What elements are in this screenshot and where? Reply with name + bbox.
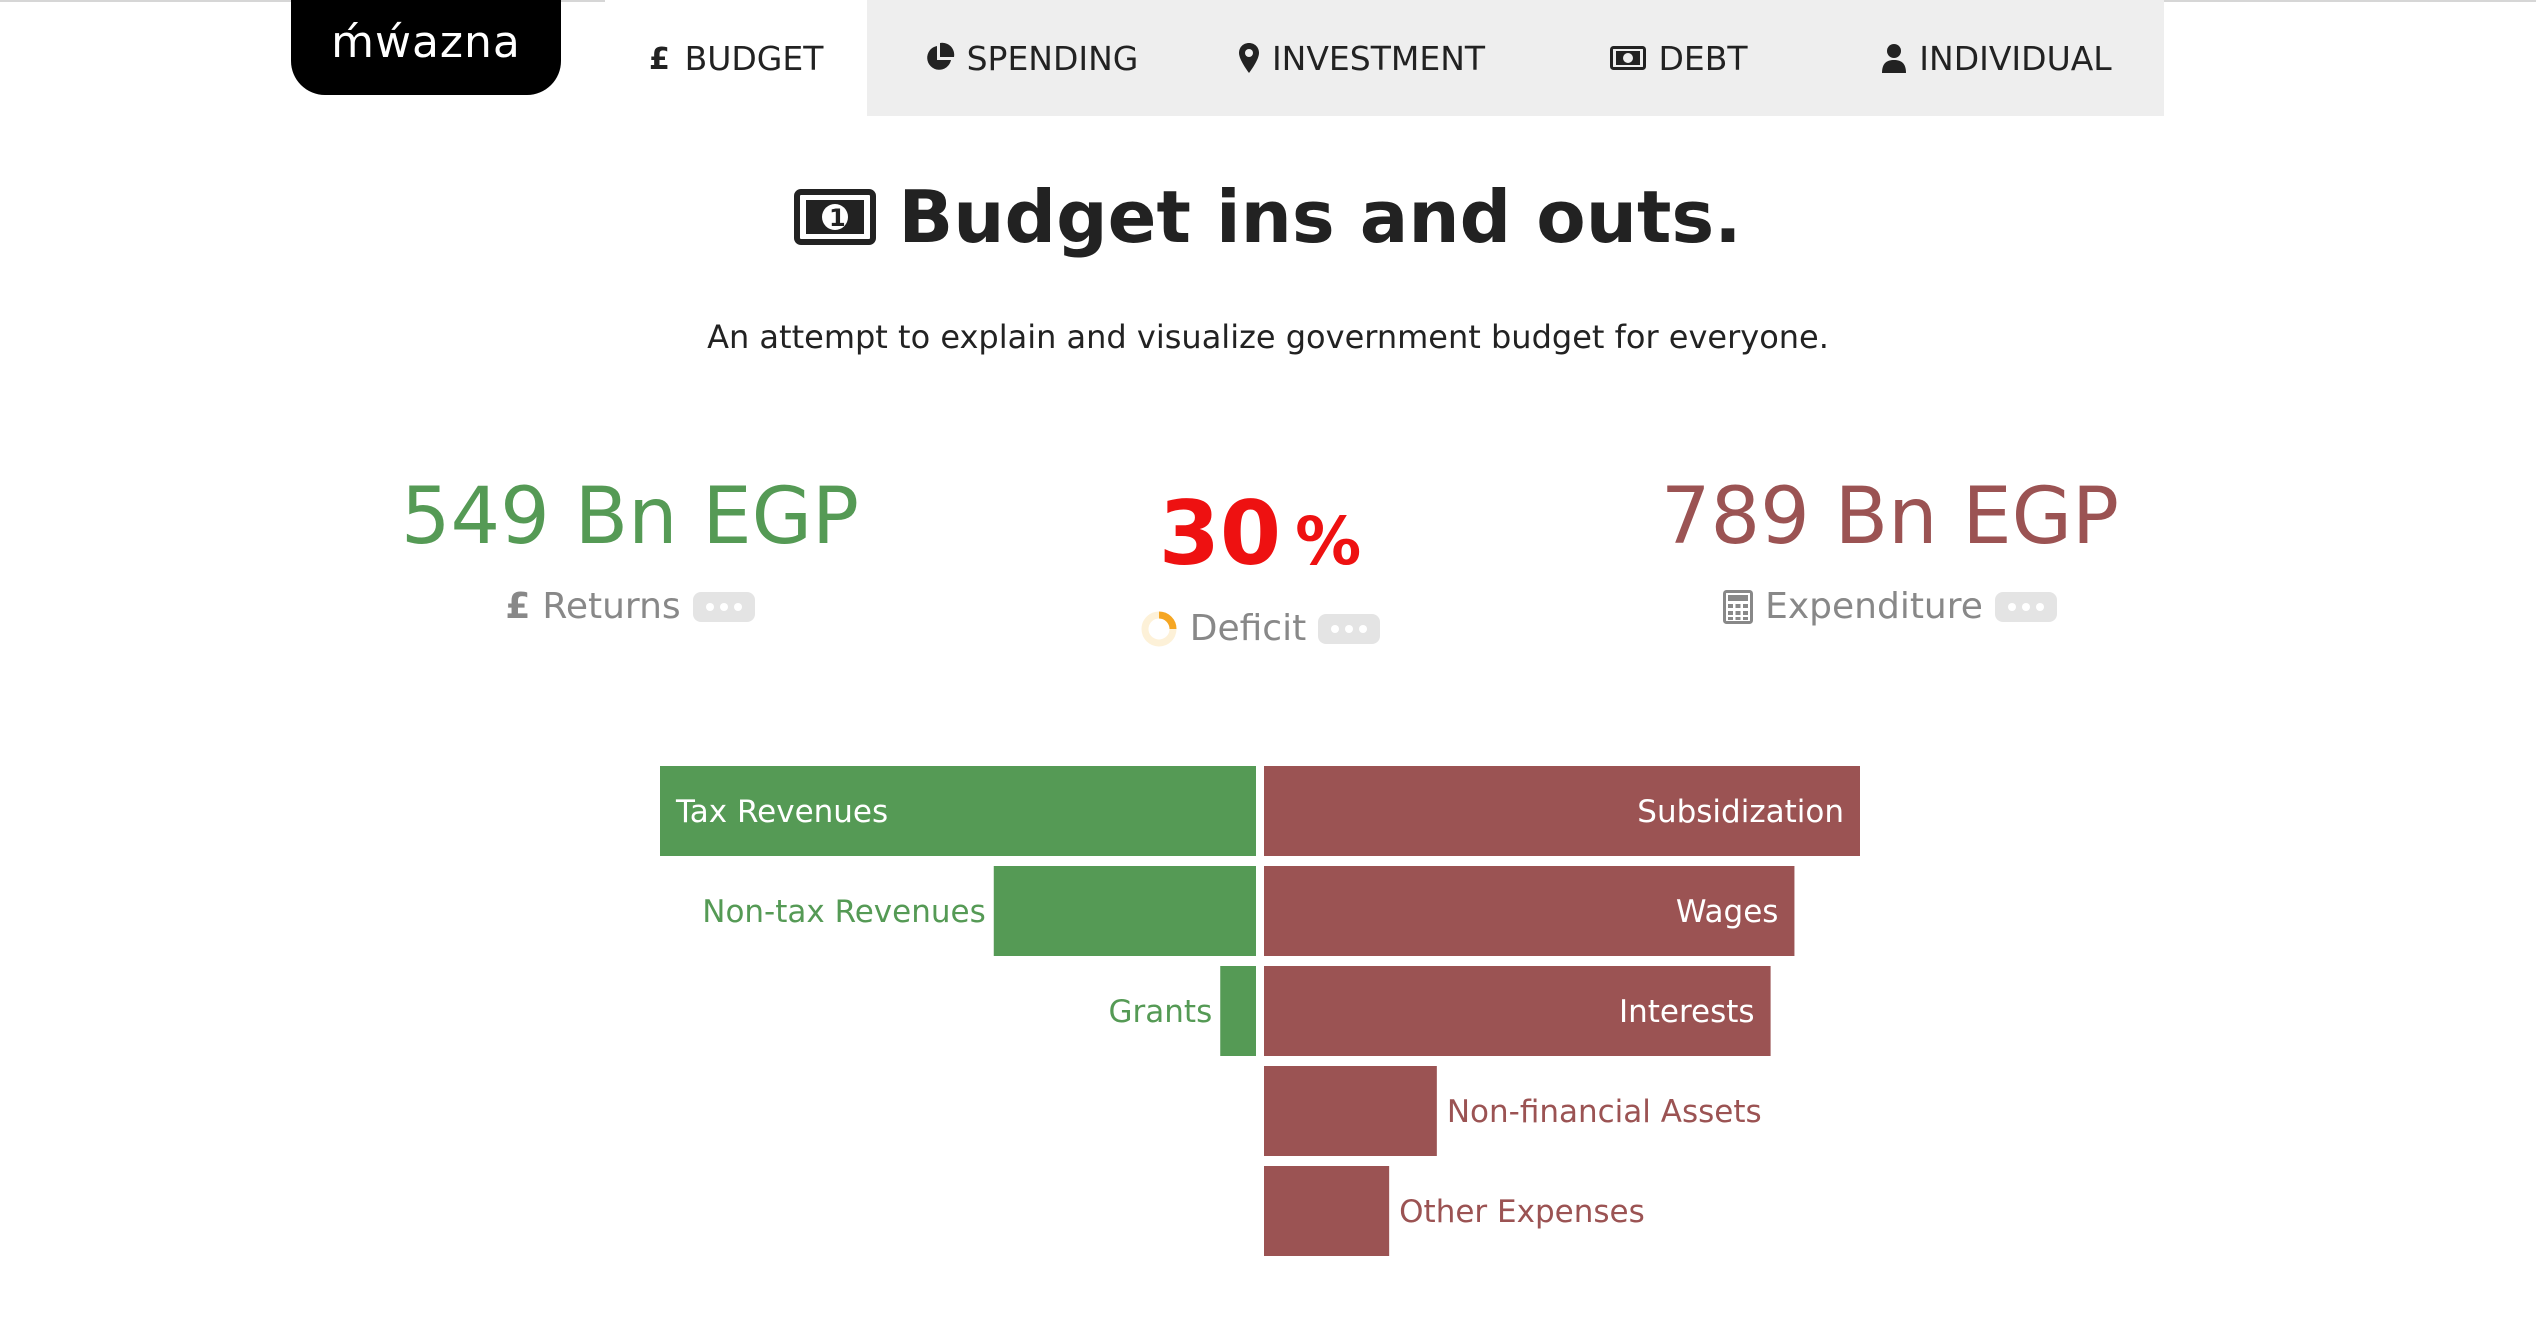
bar-grants[interactable] — [1220, 966, 1256, 1056]
tab-individual-label: INDIVIDUAL — [1919, 38, 2112, 78]
deficit-stat: 30% Deficit — [1060, 490, 1460, 649]
tab-spending-label: SPENDING — [966, 38, 1139, 78]
calculator-icon — [1723, 589, 1754, 624]
deficit-label-row: Deficit — [1060, 608, 1460, 649]
donut-icon — [1140, 610, 1178, 648]
returns-stat: 549 Bn EGP £ Returns — [380, 478, 880, 627]
bar-other-expenses[interactable] — [1264, 1166, 1390, 1256]
logo[interactable]: ḿẃazna — [291, 0, 561, 95]
page-subtitle: An attempt to explain and visualize gove… — [707, 318, 1829, 356]
tab-investment-label: INVESTMENT — [1271, 38, 1486, 78]
deficit-value: 30 — [1158, 482, 1282, 585]
bar-label-interests: Interests — [1619, 994, 1755, 1030]
returns-label: Returns — [542, 586, 681, 627]
expenditure-stat: 789 Bn EGP Expenditure — [1640, 478, 2140, 627]
bar-label-grants: Grants — [1109, 994, 1213, 1030]
bar-tax-revenues[interactable] — [660, 766, 1256, 856]
logo-text: ḿẃazna — [331, 17, 521, 68]
returns-more-button[interactable] — [692, 591, 755, 622]
bar-interests[interactable] — [1264, 966, 1771, 1056]
expenditure-more-button[interactable] — [1994, 591, 2057, 622]
expenditure-value: 789 Bn EGP — [1660, 472, 2120, 562]
pie-chart-icon — [923, 42, 955, 74]
tab-investment[interactable]: INVESTMENT — [1194, 0, 1529, 116]
bar-non-financial-assets[interactable] — [1264, 1066, 1437, 1156]
deficit-value-row: 30% — [1060, 490, 1460, 578]
pound-icon: £ — [505, 586, 531, 627]
returns-label-row: £ Returns — [380, 586, 880, 627]
bar-label-non-tax-revenues: Non-tax Revenues — [702, 894, 986, 930]
pound-icon: £ — [649, 43, 673, 73]
page-title-text: Budget ins and outs. — [898, 175, 1742, 259]
deficit-label: Deficit — [1189, 608, 1307, 649]
tab-spending[interactable]: SPENDING — [867, 0, 1194, 116]
map-marker-icon — [1238, 42, 1260, 74]
deficit-unit: % — [1295, 503, 1362, 580]
svg-text:£: £ — [649, 43, 670, 73]
bar-wages[interactable] — [1264, 866, 1795, 956]
expenditure-label-row: Expenditure — [1640, 586, 2140, 627]
bar-label-wages: Wages — [1676, 894, 1779, 930]
user-icon — [1881, 43, 1907, 73]
bar-non-tax-revenues[interactable] — [993, 866, 1256, 956]
bar-label-tax-revenues: Tax Revenues — [675, 794, 888, 830]
bar-subsidization[interactable] — [1264, 766, 1860, 856]
deficit-more-button[interactable] — [1318, 613, 1381, 644]
tab-budget-label: BUDGET — [684, 38, 824, 78]
main-nav: £ BUDGET SPENDING INVESTMENT DEBT INDIVI… — [605, 0, 2164, 116]
bar-label-non-financial-assets: Non-financial Assets — [1447, 1094, 1762, 1130]
tab-individual[interactable]: INDIVIDUAL — [1829, 0, 2164, 116]
money-bill-icon — [1610, 46, 1647, 70]
expenditure-label: Expenditure — [1765, 586, 1983, 627]
tab-debt[interactable]: DEBT — [1529, 0, 1829, 116]
returns-value: 549 Bn EGP — [400, 472, 860, 562]
svg-text:1: 1 — [829, 204, 846, 232]
page-title: 1 Budget ins and outs. — [0, 175, 2536, 259]
bar-label-subsidization: Subsidization — [1637, 794, 1844, 830]
tab-budget[interactable]: £ BUDGET — [605, 0, 867, 116]
tab-debt-label: DEBT — [1658, 38, 1748, 78]
bar-label-other-expenses: Other Expenses — [1399, 1194, 1645, 1230]
money-bill-icon: 1 — [794, 189, 877, 245]
